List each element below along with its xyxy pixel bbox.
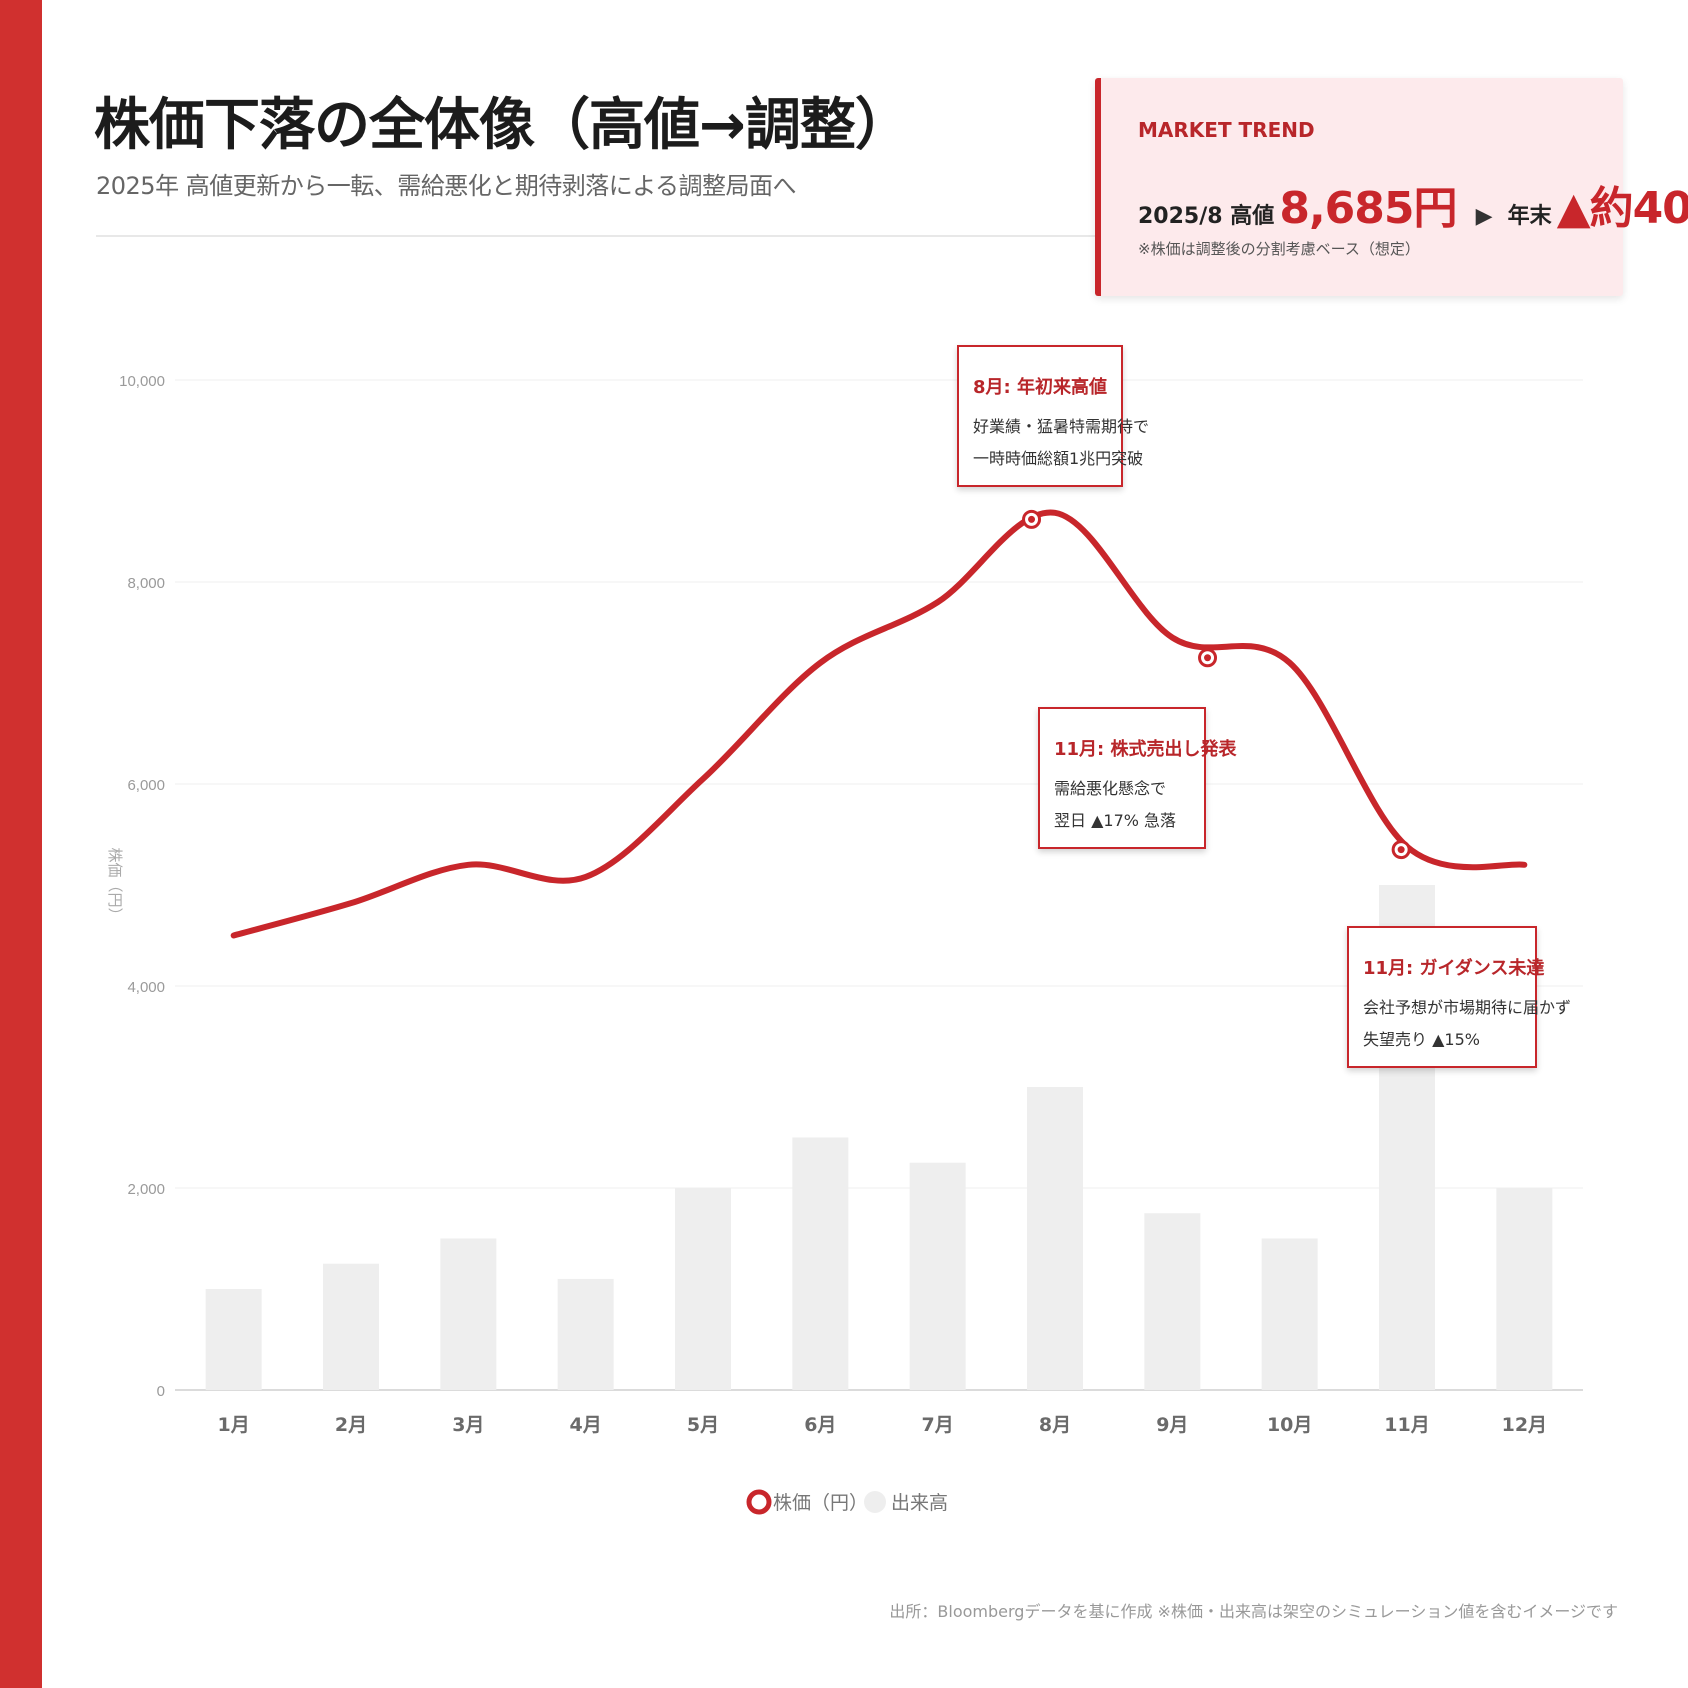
- y-tick-label: 2,000: [127, 1181, 165, 1198]
- annotation-august-high: 8月: 年初来高値 好業績・猛暑特需期待で 一時時価総額1兆円突破: [957, 345, 1150, 487]
- accent-bar: [0, 0, 42, 1688]
- market-trend-card: MARKET TREND 2025/8 高値 8,685円 ▶ 年末 ▲約40%…: [1095, 78, 1688, 296]
- x-tick-label: 3月: [452, 1414, 484, 1436]
- volume-bar: [1027, 1087, 1083, 1390]
- annotation-line: 翌日 ▲17% 急落: [1054, 811, 1177, 830]
- annotation-line: 会社予想が市場期待に届かず: [1363, 998, 1572, 1017]
- axes: 0 2,000 4,000 6,000 8,000 10,000 株価（円） 1月 2月 3月 4月…: [106, 373, 1547, 1436]
- y-tick-label: 10,000: [119, 373, 165, 390]
- volume-bar: [909, 1162, 966, 1390]
- volume-bar: [792, 1137, 849, 1390]
- gridlines: [175, 379, 1583, 1391]
- x-tick-label: 2月: [335, 1414, 367, 1436]
- event-marker-dot: [1204, 654, 1212, 662]
- volume-bar: [1144, 1213, 1201, 1390]
- annotation-share-offering: 11月: 株式売出し発表 需給悪化懸念で 翌日 ▲17% 急落: [1038, 707, 1237, 849]
- y-tick-label: 0: [157, 1383, 165, 1400]
- volume-bar: [440, 1238, 497, 1390]
- y-tick-label: 4,000: [127, 979, 165, 996]
- annotation-title: 8月: 年初来高値: [973, 377, 1107, 398]
- annotation-title: 11月: ガイダンス未達: [1363, 958, 1545, 979]
- y-tick-label: 6,000: [127, 777, 165, 794]
- volume-bar: [557, 1278, 614, 1390]
- annotation-line: 需給悪化懸念で: [1054, 779, 1167, 798]
- page-title: 株価下落の全体像（高値→調整）: [94, 93, 911, 158]
- volume-bar: [323, 1263, 379, 1390]
- annotation-title: 11月: 株式売出し発表: [1054, 739, 1237, 760]
- legend-volume-label: 出来高: [891, 1492, 948, 1514]
- price-line-group: [230, 509, 1528, 939]
- trend-label: MARKET TREND: [1138, 118, 1315, 142]
- annotation-line: 好業績・猛暑特需期待で: [973, 417, 1150, 436]
- x-tick-label: 4月: [570, 1414, 602, 1436]
- play-arrow-icon: ▶: [1475, 204, 1493, 229]
- event-marker-dot: [1397, 846, 1405, 854]
- y-axis-title: 株価（円）: [106, 847, 124, 922]
- price-line: [230, 509, 1528, 939]
- event-marker-dot: [1028, 515, 1036, 523]
- x-tick-label: 1月: [218, 1414, 250, 1436]
- legend-price-swatch: [746, 1489, 772, 1515]
- x-tick-label: 5月: [687, 1414, 719, 1436]
- legend-volume-swatch: [864, 1491, 886, 1513]
- x-tick-label: 7月: [922, 1414, 954, 1436]
- price-markers: [1022, 509, 1411, 860]
- annotation-guidance-miss: 11月: ガイダンス未達 会社予想が市場期待に届かず 失望売り ▲15%: [1347, 926, 1572, 1068]
- volume-bar: [1496, 1188, 1553, 1390]
- source-note: 出所：Bloombergデータを基に作成 ※株価・出来高は架空のシミュレーション…: [889, 1602, 1618, 1621]
- volume-bar: [205, 1289, 262, 1390]
- x-tick-label: 8月: [1039, 1414, 1071, 1436]
- year-end-label: 年末: [1507, 204, 1552, 229]
- legend: 株価（円） 出来高: [746, 1489, 948, 1515]
- trend-summary: 2025/8 高値 8,685円 ▶ 年末 ▲約40%: [1138, 172, 1688, 236]
- peak-value: 8,685円: [1279, 183, 1457, 234]
- annotation-line: 一時時価総額1兆円突破: [973, 449, 1144, 468]
- volume-bar: [1261, 1238, 1318, 1390]
- header-divider: [96, 235, 1096, 237]
- annotation-line: 失望売り ▲15%: [1363, 1030, 1480, 1049]
- x-tick-label: 9月: [1156, 1414, 1188, 1436]
- trend-note: ※株価は調整後の分割考慮ベース（想定）: [1138, 240, 1420, 258]
- x-tick-label: 12月: [1502, 1414, 1547, 1436]
- x-tick-label: 11月: [1384, 1414, 1429, 1436]
- page-subtitle: 2025年 高値更新から一転、需給悪化と期待剥落による調整局面へ: [96, 172, 797, 200]
- x-tick-label: 10月: [1267, 1414, 1312, 1436]
- peak-date-label: 2025/8 高値: [1138, 204, 1275, 229]
- x-tick-label: 6月: [804, 1414, 836, 1436]
- volume-bar: [675, 1188, 731, 1390]
- y-tick-label: 8,000: [127, 575, 165, 592]
- legend-price-label: 株価（円）: [773, 1492, 868, 1514]
- decline-percent: ▲約40%: [1556, 183, 1688, 234]
